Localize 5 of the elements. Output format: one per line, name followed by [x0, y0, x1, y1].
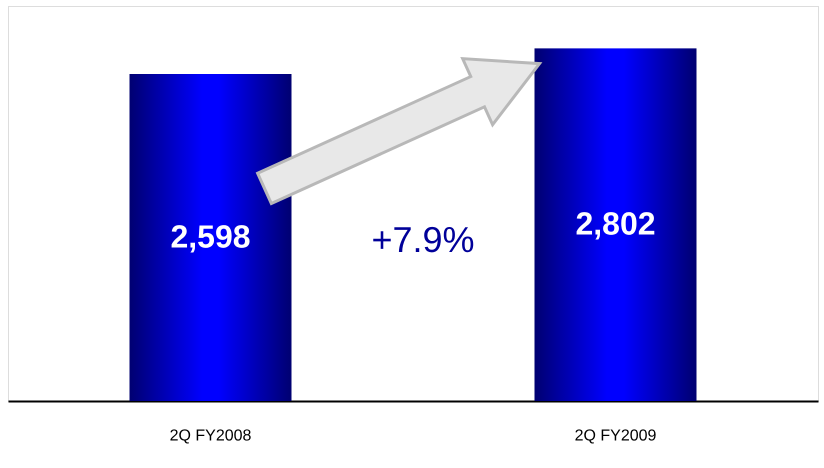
- data-label: 2,598: [170, 218, 251, 254]
- x-tick-label: 2Q FY2009: [574, 428, 657, 444]
- x-tick-label: 2Q FY2008: [170, 428, 252, 444]
- data-label: 2,802: [575, 206, 656, 242]
- annotation: +7.9%: [371, 219, 475, 260]
